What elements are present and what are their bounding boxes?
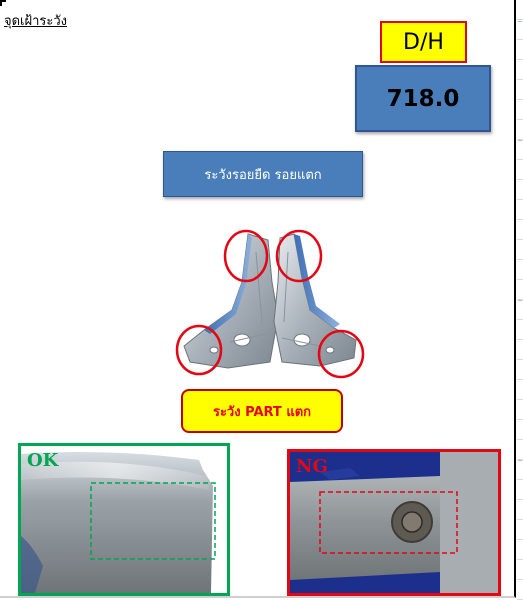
part-diagram-image (175, 229, 365, 379)
ng-photo[interactable]: NG (287, 449, 501, 596)
dh-label-box[interactable]: D/H (380, 21, 467, 63)
attention-circle (223, 229, 269, 283)
grid-edge-mark (518, 21, 522, 22)
ng-photo-image (290, 452, 498, 593)
ok-photo[interactable]: OK (18, 443, 230, 596)
sheet-title: จุดเฝ้าระวัง (4, 14, 68, 29)
grid-edge-mark (518, 460, 522, 461)
attention-circle (275, 229, 323, 283)
part-warning-box[interactable]: ระวัง PART แตก (181, 389, 343, 433)
ng-label: NG (296, 456, 328, 477)
attention-circle (175, 324, 223, 376)
ok-label: OK (27, 450, 59, 471)
dh-value-box[interactable]: 718.0 (355, 65, 491, 132)
sheet-corner (0, 0, 6, 6)
grid-edge-mark (518, 140, 522, 141)
attention-circle (317, 329, 365, 379)
defect-warning-box[interactable]: ระวังรอยยืด รอยแตก (163, 151, 363, 197)
part-diagram[interactable] (170, 222, 370, 382)
grid-edge-mark (518, 300, 522, 301)
ok-photo-image (21, 446, 227, 593)
